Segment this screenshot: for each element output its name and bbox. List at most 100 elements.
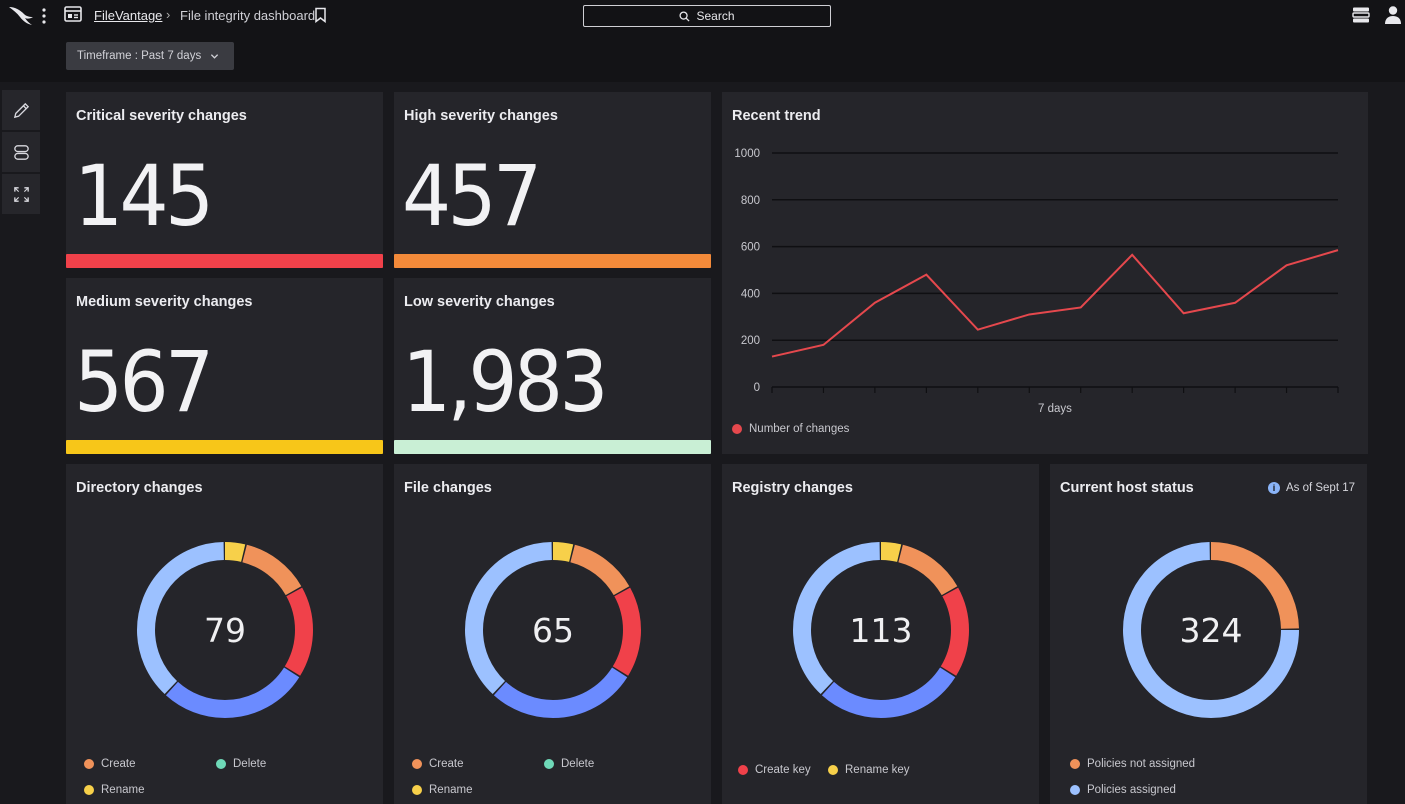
data-point[interactable] [975, 327, 981, 333]
card-title: Recent trend [732, 108, 821, 124]
low-severity-card[interactable]: Low severity changes 1,983 [394, 278, 711, 454]
legend-dot [412, 785, 422, 795]
as-of-date: i As of Sept 17 [1267, 482, 1355, 494]
legend-item-create[interactable]: Create [84, 758, 136, 770]
top-bar: FileVantage › File integrity dashboard S… [0, 0, 1405, 82]
edit-dashboard-button[interactable] [2, 90, 40, 130]
y-tick-label: 600 [741, 242, 760, 254]
host-status-card[interactable]: Current host status i As of Sept 17 324 … [1050, 464, 1367, 804]
host-status-donut [1123, 542, 1299, 718]
critical-severity-card[interactable]: Critical severity changes 145 [66, 92, 383, 268]
legend-item-create[interactable]: Create [412, 758, 464, 770]
data-point[interactable] [1129, 252, 1135, 258]
card-title: Directory changes [76, 480, 203, 496]
donut-segment[interactable] [1123, 542, 1299, 718]
donut-segment[interactable] [793, 542, 969, 718]
high-severity-bar [394, 254, 711, 268]
data-point[interactable] [1181, 310, 1187, 316]
card-title: Registry changes [732, 480, 853, 496]
expand-icon [13, 186, 29, 202]
low-severity-bar [394, 440, 711, 454]
file-changes-donut [465, 542, 641, 718]
search-button[interactable]: Search [583, 5, 831, 27]
host-status-total: 324 [1179, 610, 1243, 650]
search-label: Search [696, 9, 735, 23]
legend-item-delete[interactable]: Delete [544, 758, 594, 770]
timeframe-dropdown[interactable]: Timeframe : Past 7 days [66, 42, 234, 70]
file-changes-total: 65 [532, 610, 574, 650]
legend-label: Policies assigned [1087, 784, 1176, 796]
legend-item-delete[interactable]: Delete [216, 758, 266, 770]
dashboard-tools [2, 90, 40, 216]
search-icon [679, 10, 691, 22]
data-point[interactable] [1078, 304, 1084, 310]
info-icon[interactable]: i [1267, 482, 1280, 494]
donut-segment[interactable] [1123, 542, 1299, 718]
legend-dot [732, 424, 742, 434]
legend-dot [216, 759, 226, 769]
donut-segment[interactable] [465, 542, 641, 718]
donut-segment[interactable] [137, 542, 313, 718]
legend-item-policies-assigned[interactable]: Policies assigned [1070, 784, 1176, 796]
more-menu-icon[interactable] [39, 6, 49, 26]
fullscreen-button[interactable] [2, 174, 40, 214]
y-tick-label: 800 [741, 195, 760, 207]
card-title: Critical severity changes [76, 108, 247, 124]
legend-label: Rename [429, 784, 473, 796]
legend-label: Rename key [845, 764, 910, 776]
medium-severity-card[interactable]: Medium severity changes 567 [66, 278, 383, 454]
legend-dot [84, 785, 94, 795]
card-title: Low severity changes [404, 294, 555, 310]
link-dashboard-button[interactable] [2, 132, 40, 172]
donut-segment[interactable] [465, 542, 641, 718]
chevron-down-icon [211, 53, 219, 59]
high-severity-card[interactable]: High severity changes 457 [394, 92, 711, 268]
series-line-number-of-changes[interactable] [771, 249, 1339, 358]
bookmark-icon[interactable] [314, 7, 327, 23]
falcon-logo-icon[interactable] [8, 4, 34, 26]
registry-changes-card[interactable]: Registry changes 113 Create key Rename k… [722, 464, 1039, 804]
trend-legend[interactable]: Number of changes [732, 423, 849, 435]
medium-count: 567 [74, 333, 214, 431]
legend-label: Policies not assigned [1087, 758, 1196, 770]
donut-segment[interactable] [465, 542, 641, 718]
medium-severity-bar [66, 440, 383, 454]
data-point[interactable] [1335, 247, 1341, 253]
data-point[interactable] [1026, 311, 1032, 317]
pencil-icon [13, 102, 29, 118]
donut-segment[interactable] [137, 542, 313, 718]
notifications-stack-icon[interactable] [1352, 6, 1370, 24]
legend-item-create-key[interactable]: Create key [738, 764, 811, 776]
donut-segment[interactable] [793, 542, 969, 718]
y-tick-label: 400 [741, 288, 760, 300]
user-profile-icon[interactable] [1384, 5, 1402, 25]
as-of-label: As of Sept 17 [1285, 482, 1355, 494]
legend-item-policies-not-assigned[interactable]: Policies not assigned [1070, 758, 1195, 770]
y-tick-label: 200 [741, 335, 760, 347]
legend-label: Create key [755, 764, 811, 776]
donut-segment[interactable] [137, 542, 313, 718]
legend-dot [1070, 785, 1080, 795]
card-title: Current host status [1060, 480, 1194, 496]
recent-trend-card[interactable]: Recent trend 0 200 400 600 800 1000 7 days Num… [722, 92, 1368, 454]
y-tick-label: 1000 [734, 148, 760, 160]
legend-item-rename-key[interactable]: Rename key [828, 764, 910, 776]
data-point[interactable] [872, 300, 878, 306]
data-point[interactable] [1232, 300, 1238, 306]
breadcrumb-app-link[interactable]: FileVantage [94, 8, 163, 23]
legend-item-rename[interactable]: Rename [412, 784, 472, 796]
data-point[interactable] [820, 342, 826, 348]
timeframe-label: Timeframe : Past 7 days [77, 50, 202, 62]
file-changes-card[interactable]: File changes 65 Create Delete Rename [394, 464, 711, 804]
data-point[interactable] [1284, 262, 1290, 268]
donut-segment[interactable] [465, 542, 641, 718]
legend-label: Create [429, 758, 464, 770]
donut-segment[interactable] [793, 542, 969, 718]
data-point[interactable] [769, 354, 775, 360]
legend-label: Create [101, 758, 136, 770]
donut-segment[interactable] [793, 542, 969, 718]
legend-item-rename[interactable]: Rename [84, 784, 144, 796]
data-point[interactable] [923, 272, 929, 278]
donut-segment[interactable] [137, 542, 313, 718]
directory-changes-card[interactable]: Directory changes 79 Create Delete Renam… [66, 464, 383, 804]
